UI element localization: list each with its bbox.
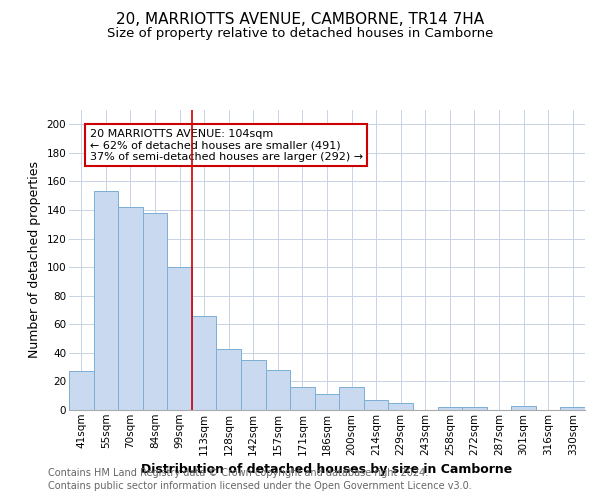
Bar	[167, 267, 192, 410]
Bar	[364, 400, 388, 410]
Text: Size of property relative to detached houses in Camborne: Size of property relative to detached ho…	[107, 28, 493, 40]
Bar	[118, 207, 143, 410]
Bar	[315, 394, 339, 410]
Bar	[241, 360, 266, 410]
Text: 20 MARRIOTTS AVENUE: 104sqm
← 62% of detached houses are smaller (491)
37% of se: 20 MARRIOTTS AVENUE: 104sqm ← 62% of det…	[90, 128, 363, 162]
Bar	[290, 387, 315, 410]
Bar	[462, 407, 487, 410]
X-axis label: Distribution of detached houses by size in Camborne: Distribution of detached houses by size …	[142, 463, 512, 476]
Bar	[143, 213, 167, 410]
Bar	[560, 407, 585, 410]
Text: Contains public sector information licensed under the Open Government Licence v3: Contains public sector information licen…	[48, 481, 472, 491]
Bar	[94, 192, 118, 410]
Bar	[339, 387, 364, 410]
Text: 20, MARRIOTTS AVENUE, CAMBORNE, TR14 7HA: 20, MARRIOTTS AVENUE, CAMBORNE, TR14 7HA	[116, 12, 484, 28]
Y-axis label: Number of detached properties: Number of detached properties	[28, 162, 41, 358]
Bar	[388, 403, 413, 410]
Bar	[217, 348, 241, 410]
Bar	[266, 370, 290, 410]
Bar	[511, 406, 536, 410]
Text: Contains HM Land Registry data © Crown copyright and database right 2024.: Contains HM Land Registry data © Crown c…	[48, 468, 428, 477]
Bar	[69, 372, 94, 410]
Bar	[437, 407, 462, 410]
Bar	[192, 316, 217, 410]
